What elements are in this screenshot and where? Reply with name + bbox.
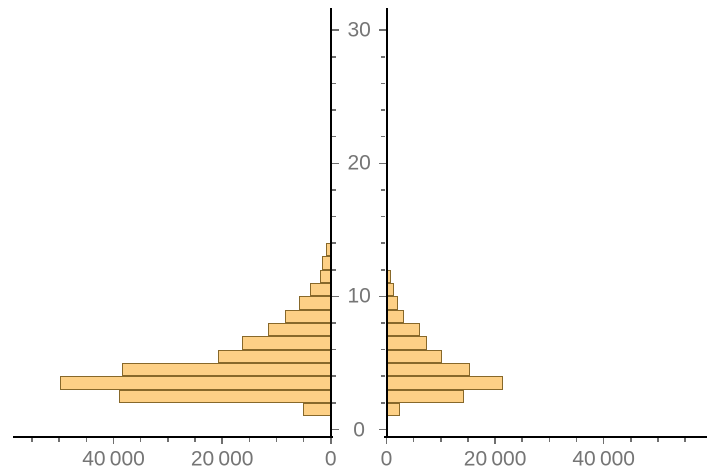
y-tick-left-20 [331,162,339,165]
y-tick-left-22 [331,135,336,138]
y-tick-right-10 [378,295,386,298]
bar-right-age-4 [386,362,470,377]
bar-right-age-6 [386,336,427,350]
bar-right-age-1 [386,402,401,417]
bar-right-age-5 [386,349,442,363]
x-tick-leftpanel-0 [329,438,332,444]
bar-right-age-8 [386,309,405,323]
bar-left-age-1 [303,402,332,417]
bar-left-age-9 [298,296,332,310]
x-tick-label-leftpanel-40000: 40 000 [82,447,145,471]
x-tick-leftpanel-50000 [58,438,61,442]
y-tick-left-24 [331,109,336,111]
x-tick-leftpanel-55000 [31,438,33,442]
y-tick-left-8 [331,322,336,324]
y-tick-right-18 [381,189,386,191]
x-tick-rightpanel-35000 [575,438,578,442]
x-tick-leftpanel-10000 [275,438,278,442]
bar-right-age-3 [386,376,503,390]
x-tick-leftpanel-20000 [221,438,223,444]
y-tick-right-0 [378,428,386,431]
y-axis-right [385,8,388,438]
y-tick-left-30 [331,29,339,31]
bar-left-age-8 [285,309,332,323]
x-tick-rightpanel-25000 [521,438,524,442]
y-tick-right-22 [381,135,386,138]
bar-left-age-5 [218,349,332,363]
x-tick-rightpanel-5000 [412,438,415,442]
y-tick-left-0 [331,428,339,431]
x-tick-leftpanel-15000 [248,438,251,442]
x-axis-right-panel [384,436,707,438]
bar-left-age-4 [121,362,332,377]
x-tick-leftpanel-40000 [112,438,115,444]
y-tick-left-14 [331,242,336,244]
x-axis-left-panel [13,436,334,438]
bar-left-age-2 [119,389,332,403]
y-tick-right-30 [378,29,386,31]
x-tick-label-leftpanel-0: 0 [324,447,337,471]
bar-left-age-7 [267,323,332,337]
bar-left-age-6 [241,336,332,350]
x-tick-rightpanel-50000 [657,438,659,442]
x-tick-label-rightpanel-20000: 20 000 [463,447,527,471]
x-tick-leftpanel-45000 [85,438,88,442]
y-tick-left-18 [331,189,336,191]
y-axis-left [329,8,332,438]
y-tick-right-20 [378,162,386,165]
bar-right-age-7 [386,323,421,337]
y-tick-right-2 [381,402,386,404]
x-tick-label-leftpanel-20000: 20 000 [190,447,254,471]
x-tick-rightpanel-0 [385,438,388,444]
bar-right-age-2 [386,389,464,403]
y-tick-left-16 [331,215,336,218]
y-tick-left-6 [331,348,336,351]
x-tick-leftpanel-25000 [194,438,196,442]
x-tick-rightpanel-10000 [440,438,442,442]
y-tick-left-4 [331,375,336,378]
y-tick-right-26 [381,82,386,85]
y-tick-left-2 [331,402,336,404]
x-tick-leftpanel-35000 [139,438,142,442]
y-tick-right-4 [381,375,386,378]
x-tick-label-rightpanel-40000: 40 000 [572,447,635,471]
x-tick-rightpanel-15000 [467,438,469,442]
x-tick-label-rightpanel-0: 0 [380,447,393,471]
y-tick-right-16 [381,215,386,218]
x-tick-rightpanel-55000 [684,438,686,442]
x-tick-rightpanel-20000 [494,438,496,444]
y-tick-left-26 [331,82,336,85]
y-tick-right-6 [381,348,386,351]
y-tick-label-30: 30 [347,18,371,42]
x-tick-rightpanel-40000 [602,438,605,444]
y-tick-left-10 [331,295,339,298]
y-tick-label-20: 20 [347,151,371,175]
y-tick-right-14 [381,242,386,244]
y-tick-label-0: 0 [353,418,365,441]
bar-left-age-3 [59,376,332,390]
bar-left-age-10 [309,283,332,297]
y-tick-right-12 [381,268,386,271]
y-tick-left-12 [331,268,336,271]
x-tick-leftpanel-5000 [302,438,305,442]
y-tick-right-8 [381,322,386,324]
bar-right-age-9 [386,296,399,310]
x-tick-rightpanel-45000 [630,438,632,442]
y-tick-label-10: 10 [347,284,371,308]
x-tick-rightpanel-30000 [548,438,551,442]
x-tick-leftpanel-30000 [167,438,169,442]
y-tick-left-28 [331,56,336,58]
y-tick-right-24 [381,109,386,111]
y-tick-right-28 [381,56,386,58]
